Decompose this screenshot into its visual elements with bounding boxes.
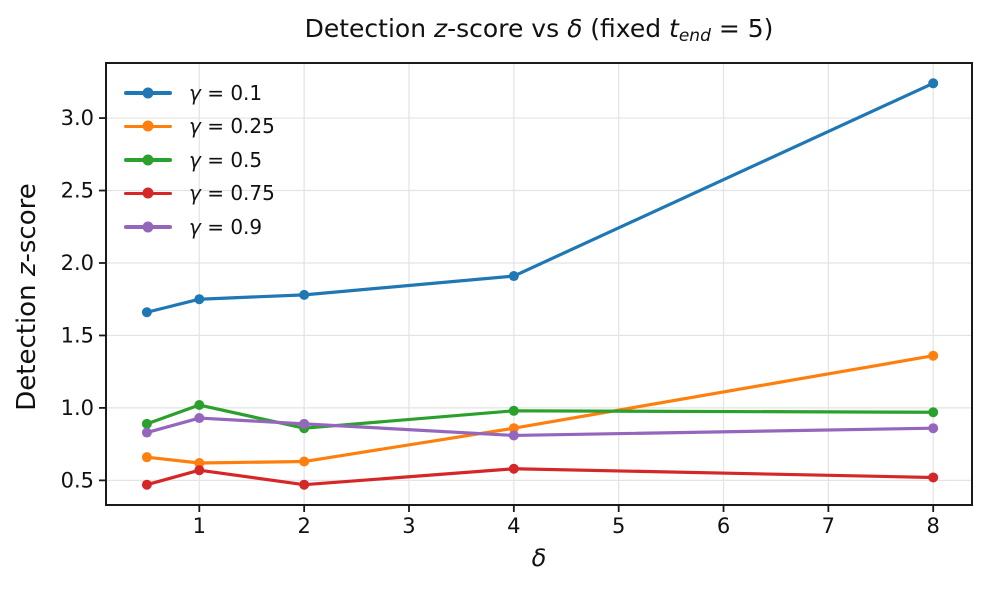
title-text: Detection: [304, 14, 435, 43]
legend-item: γ = 0.9: [124, 210, 275, 244]
data-point: [508, 405, 519, 416]
y-axis-label-text: -score: [12, 183, 42, 263]
data-point: [508, 463, 519, 474]
data-point: [194, 294, 205, 305]
legend-label: γ = 0.9: [189, 215, 262, 239]
data-point: [194, 413, 205, 424]
legend-dot-marker: [142, 221, 154, 233]
y-tick-label: 1.0: [61, 396, 94, 420]
title-z-italic: z: [434, 14, 448, 43]
axes-frame: [105, 62, 973, 506]
data-point: [141, 479, 152, 490]
title-text: -score vs: [447, 14, 568, 43]
chart-title: Detection z-score vs δ (fixed tend = 5): [106, 14, 972, 51]
data-point: [508, 430, 519, 441]
gamma-symbol: γ: [189, 181, 201, 206]
legend-line-marker: [124, 154, 172, 166]
y-axis-label-z-italic: z: [12, 262, 42, 277]
legend-label: γ = 0.75: [189, 181, 275, 205]
legend-line-marker: [124, 187, 172, 199]
legend-label: γ = 0.5: [189, 148, 262, 172]
series-1-group: [141, 350, 939, 468]
legend-dot-marker: [142, 154, 154, 166]
series-line: [145, 416, 935, 438]
gamma-symbol: γ: [189, 214, 201, 239]
legend-item: γ = 0.25: [124, 110, 275, 144]
series-3-group: [141, 463, 939, 490]
data-point: [299, 418, 310, 429]
y-axis-label-text: Detection: [12, 276, 42, 411]
data-point: [928, 350, 939, 361]
title-delta-symbol: δ: [567, 14, 583, 43]
y-tick-label: 2.0: [61, 251, 94, 275]
legend-label-value: = 0.75: [200, 181, 275, 206]
data-point: [508, 271, 519, 282]
series-4-group: [141, 413, 939, 441]
data-point: [299, 289, 310, 300]
legend-dot-marker: [142, 120, 154, 132]
legend-line-marker: [124, 221, 172, 233]
x-tick-label: 7: [822, 514, 835, 538]
gamma-symbol: γ: [189, 80, 201, 105]
y-tick-label: 0.5: [61, 468, 94, 492]
legend-label-value: = 0.25: [200, 114, 275, 139]
legend-line-marker: [124, 87, 172, 99]
y-tick-label: 3.0: [61, 106, 94, 130]
data-point: [194, 465, 205, 476]
legend-label-value: = 0.5: [200, 147, 263, 172]
y-tick-label: 1.5: [61, 323, 94, 347]
data-point: [928, 78, 939, 89]
data-point: [299, 456, 310, 467]
y-axis-label: Detection z-score: [12, 183, 42, 410]
title-t-italic: t: [669, 14, 679, 43]
x-tick-label: 5: [612, 514, 625, 538]
legend-item: γ = 0.5: [124, 143, 275, 177]
title-text: = 5): [710, 14, 774, 43]
legend-item: γ = 0.75: [124, 177, 275, 211]
title-text: (fixed: [582, 14, 670, 43]
data-point: [928, 472, 939, 483]
legend-dot-marker: [142, 187, 154, 199]
data-point: [194, 400, 205, 411]
legend-item: γ = 0.1: [124, 76, 275, 110]
legend-label: γ = 0.25: [189, 114, 275, 138]
series-2-group: [141, 400, 939, 434]
data-point: [141, 427, 152, 438]
x-tick-label: 6: [717, 514, 730, 538]
series-0-group: [141, 78, 939, 318]
grid-layer: [106, 63, 972, 505]
data-point: [141, 307, 152, 318]
y-tick-label: 2.5: [61, 179, 94, 203]
data-point: [928, 407, 939, 418]
x-tick-label: 2: [297, 514, 310, 538]
title-subscript-end: end: [678, 26, 711, 46]
legend-label-value: = 0.9: [200, 214, 263, 239]
legend: γ = 0.1 γ = 0.25 γ = 0.5 γ = 0.75 γ = 0.9: [124, 76, 275, 244]
data-point: [299, 479, 310, 490]
x-tick-label: 4: [507, 514, 520, 538]
legend-dot-marker: [142, 87, 154, 99]
data-point: [928, 423, 939, 434]
legend-line-marker: [124, 120, 172, 132]
gamma-symbol: γ: [189, 114, 201, 139]
x-tick-label: 3: [402, 514, 415, 538]
x-axis-label: δ: [531, 544, 547, 572]
data-point: [508, 423, 519, 434]
data-point: [141, 418, 152, 429]
series-line: [145, 467, 935, 487]
data-point: [194, 457, 205, 468]
gamma-symbol: γ: [189, 147, 201, 172]
data-point: [141, 452, 152, 463]
x-tick-label: 1: [193, 514, 206, 538]
legend-label: γ = 0.1: [189, 81, 262, 105]
x-tick-label: 8: [927, 514, 940, 538]
legend-label-value: = 0.1: [200, 80, 263, 105]
tick-layer: 1 2 3 4 5 6 7 8 0.5 1.0 1.5 2.0 2.5 3.0: [61, 106, 940, 538]
